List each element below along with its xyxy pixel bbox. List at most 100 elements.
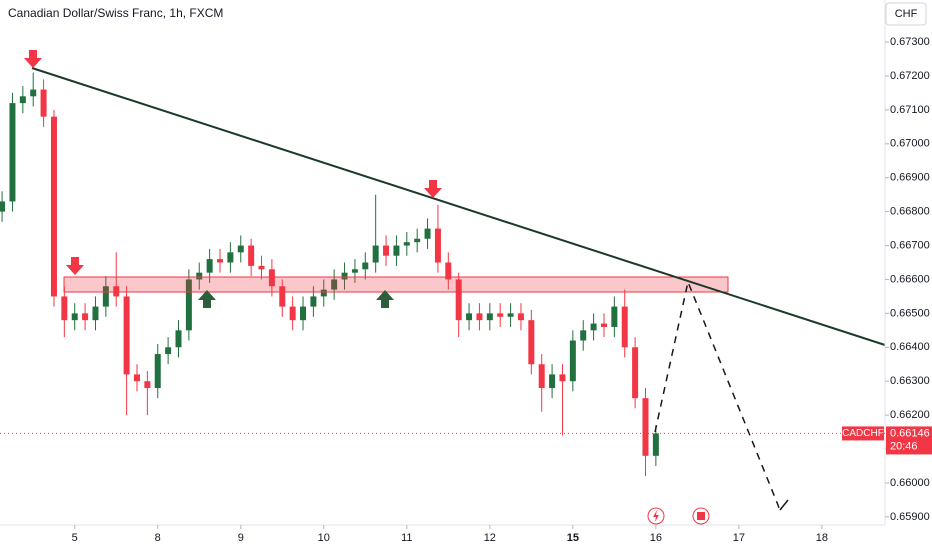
x-tick-label: 16 [650,532,662,544]
currency-label[interactable]: CHF [895,8,918,20]
resistance-zone [63,276,729,293]
candle-body [40,89,47,117]
x-tick-label: 15 [567,532,579,544]
candle-body [466,313,473,321]
candle-body [590,323,597,331]
y-tick-label: 0.66900 [890,172,930,184]
candle-body [414,238,421,243]
up-arrow [198,290,216,308]
candle-body [445,262,452,280]
down-arrow [66,257,84,275]
candle-body [258,265,265,270]
y-tick-label: 0.67000 [890,138,930,150]
candle-body [320,289,327,297]
candle-body [424,228,431,239]
candle-body [455,279,462,321]
y-tick-label: 0.67300 [890,36,930,48]
candle-body [165,347,172,355]
candle-body [268,269,275,287]
last-price-label: 0.66146 [890,427,930,439]
down-arrows [24,50,442,275]
currency-button[interactable] [885,2,927,26]
candle-body [372,245,379,263]
candle-body [600,323,607,327]
candle-body [30,89,37,97]
candle-body [289,306,296,321]
y-tick-label: 0.67100 [890,104,930,116]
candle-body [538,364,545,388]
x-tick-label: 11 [401,532,412,544]
y-tick-label: 0.66000 [890,477,930,489]
down-arrow [424,180,442,198]
candle-body [341,272,348,280]
candle-body [362,262,369,270]
candle-body [476,313,483,321]
candle-body [300,306,307,321]
candle-body [528,320,535,365]
candle-body [102,286,109,307]
candle-body [611,306,618,327]
candle-body [19,96,26,104]
candle-body [61,296,68,321]
candle-body [71,313,78,321]
candle-body [50,116,57,297]
projection-end [779,499,789,511]
candle-body [279,286,286,307]
candle-body [9,103,16,202]
y-tick-label: 0.66600 [890,273,930,285]
candle-body [497,313,504,317]
candle-body [144,381,151,388]
x-tick-label: 8 [155,532,161,544]
y-tick-label: 0.66200 [890,409,930,421]
candle-body [310,296,317,307]
candle-body [559,374,566,382]
y-tick-label: 0.66700 [890,239,930,251]
symbol-box [842,426,884,441]
candle-body [113,286,120,297]
y-tick-label: 0.66800 [890,206,930,218]
chart-title: Canadian Dollar/Swiss Franc, 1h, FXCM [8,6,223,20]
candle-body [331,279,338,290]
candle-body [642,398,649,456]
candle-body [434,228,441,263]
y-tick-label: 0.66400 [890,341,930,353]
up-arrows [198,290,394,308]
candle-body [92,306,99,321]
candle-body [486,313,493,321]
x-tick-label: 5 [72,532,78,544]
up-arrow [376,290,394,308]
candle-body [652,433,659,456]
candle-body [248,245,255,266]
candle-body [206,259,213,273]
y-tick-label: 0.66300 [890,375,930,387]
candle-body [82,313,89,321]
x-tick-label: 9 [238,532,244,544]
candle-body [621,306,628,348]
candle-body [227,252,234,263]
projection-path [654,279,781,511]
candle-body [185,279,192,331]
last-price-box [886,426,932,455]
candle-body [0,201,6,212]
axes: 0.659000.660000.661000.662000.663000.664… [0,36,932,544]
flag-icon-body [697,512,705,520]
candle-body [351,269,358,273]
x-tick-label: 10 [318,532,330,544]
candle-body [217,259,224,263]
x-tick-label: 17 [733,532,745,544]
candle-body [123,296,130,375]
candle-body [154,354,161,388]
candle-body [632,347,639,399]
countdown-label: 20:46 [890,440,918,452]
candle-body [549,374,556,388]
candle-body [383,245,390,256]
candle-body [175,330,182,348]
candle-body [196,272,203,280]
candle-body [507,313,514,317]
candle-body [403,242,410,246]
candle-body [393,245,400,256]
down-arrow [24,50,42,68]
